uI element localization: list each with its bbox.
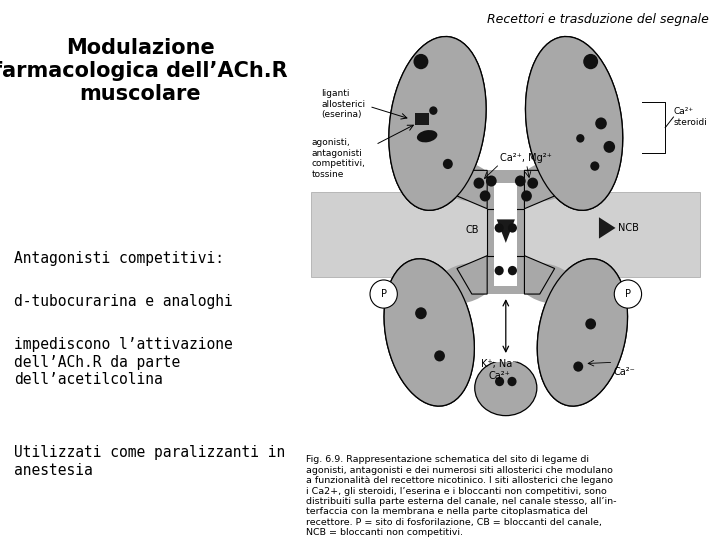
- Circle shape: [415, 307, 427, 319]
- Circle shape: [508, 223, 517, 233]
- Text: Ca²⁻: Ca²⁻: [613, 367, 635, 376]
- Circle shape: [443, 159, 453, 169]
- Circle shape: [370, 280, 397, 308]
- Bar: [487, 170, 524, 209]
- Text: agonisti,
antagonisti
competitivi,
tossine: agonisti, antagonisti competitivi, tossi…: [311, 138, 365, 179]
- Ellipse shape: [389, 37, 486, 210]
- Circle shape: [573, 361, 583, 372]
- Text: Antagonisti competitivi:: Antagonisti competitivi:: [14, 251, 225, 266]
- Bar: [494, 183, 518, 281]
- Polygon shape: [524, 255, 554, 294]
- Text: K⁺, Na⁻
Ca²⁺: K⁺, Na⁻ Ca²⁺: [482, 359, 518, 381]
- Ellipse shape: [526, 37, 623, 210]
- Polygon shape: [599, 217, 616, 239]
- Bar: [487, 255, 524, 294]
- Ellipse shape: [537, 259, 628, 406]
- Ellipse shape: [384, 259, 474, 406]
- Ellipse shape: [517, 263, 577, 303]
- Text: P: P: [625, 289, 631, 299]
- Ellipse shape: [434, 263, 495, 303]
- Circle shape: [585, 319, 596, 329]
- Text: CB: CB: [465, 225, 479, 235]
- Polygon shape: [457, 255, 487, 294]
- Bar: [487, 209, 524, 255]
- Ellipse shape: [389, 37, 486, 210]
- Bar: [494, 200, 518, 286]
- Circle shape: [515, 176, 526, 186]
- Ellipse shape: [417, 130, 437, 143]
- Ellipse shape: [526, 37, 623, 210]
- Text: Modulazione
farmacologica dell’ACh.R
muscolare: Modulazione farmacologica dell’ACh.R mus…: [0, 38, 288, 104]
- Text: NCB: NCB: [618, 223, 639, 233]
- Circle shape: [486, 176, 497, 186]
- Circle shape: [595, 117, 607, 130]
- Ellipse shape: [537, 259, 628, 406]
- Circle shape: [521, 191, 532, 201]
- Ellipse shape: [384, 259, 474, 406]
- Ellipse shape: [434, 161, 495, 201]
- Circle shape: [527, 178, 538, 188]
- Text: Utilizzati come paralizzanti in
anestesia: Utilizzati come paralizzanti in anestesi…: [14, 446, 286, 478]
- Text: Recettori e trasduzione del segnale: Recettori e trasduzione del segnale: [487, 14, 709, 26]
- Circle shape: [434, 350, 445, 361]
- Circle shape: [590, 161, 599, 171]
- Bar: [494, 294, 518, 362]
- Text: liganti
allosterici
(eserina): liganti allosterici (eserina): [322, 89, 366, 119]
- Bar: [311, 192, 701, 277]
- Circle shape: [480, 191, 490, 201]
- Polygon shape: [497, 219, 515, 243]
- Polygon shape: [457, 170, 487, 209]
- Text: P: P: [381, 289, 387, 299]
- Ellipse shape: [517, 161, 577, 201]
- Circle shape: [576, 134, 585, 143]
- Circle shape: [474, 178, 485, 188]
- Circle shape: [583, 54, 598, 69]
- Circle shape: [429, 106, 438, 115]
- Ellipse shape: [474, 360, 537, 416]
- Circle shape: [614, 280, 642, 308]
- Bar: [415, 113, 429, 125]
- Text: d-tubocurarina e analoghi: d-tubocurarina e analoghi: [14, 294, 233, 309]
- Circle shape: [413, 54, 428, 69]
- Circle shape: [495, 223, 504, 233]
- Circle shape: [508, 266, 517, 275]
- Text: Ca²⁺
steroidi: Ca²⁺ steroidi: [673, 107, 707, 127]
- Text: impediscono l’attivazione
dell’ACh.R da parte
dell’acetilcolina: impediscono l’attivazione dell’ACh.R da …: [14, 338, 233, 387]
- Circle shape: [603, 141, 615, 153]
- Circle shape: [508, 377, 516, 386]
- Text: Ca²⁺, Mg²⁺: Ca²⁺, Mg²⁺: [500, 152, 552, 163]
- Circle shape: [495, 266, 504, 275]
- Polygon shape: [524, 170, 554, 209]
- Text: Fig. 6.9. Rappresentazione schematica del sito di legame di
agonisti, antagonist: Fig. 6.9. Rappresentazione schematica de…: [306, 456, 616, 537]
- Circle shape: [495, 377, 504, 386]
